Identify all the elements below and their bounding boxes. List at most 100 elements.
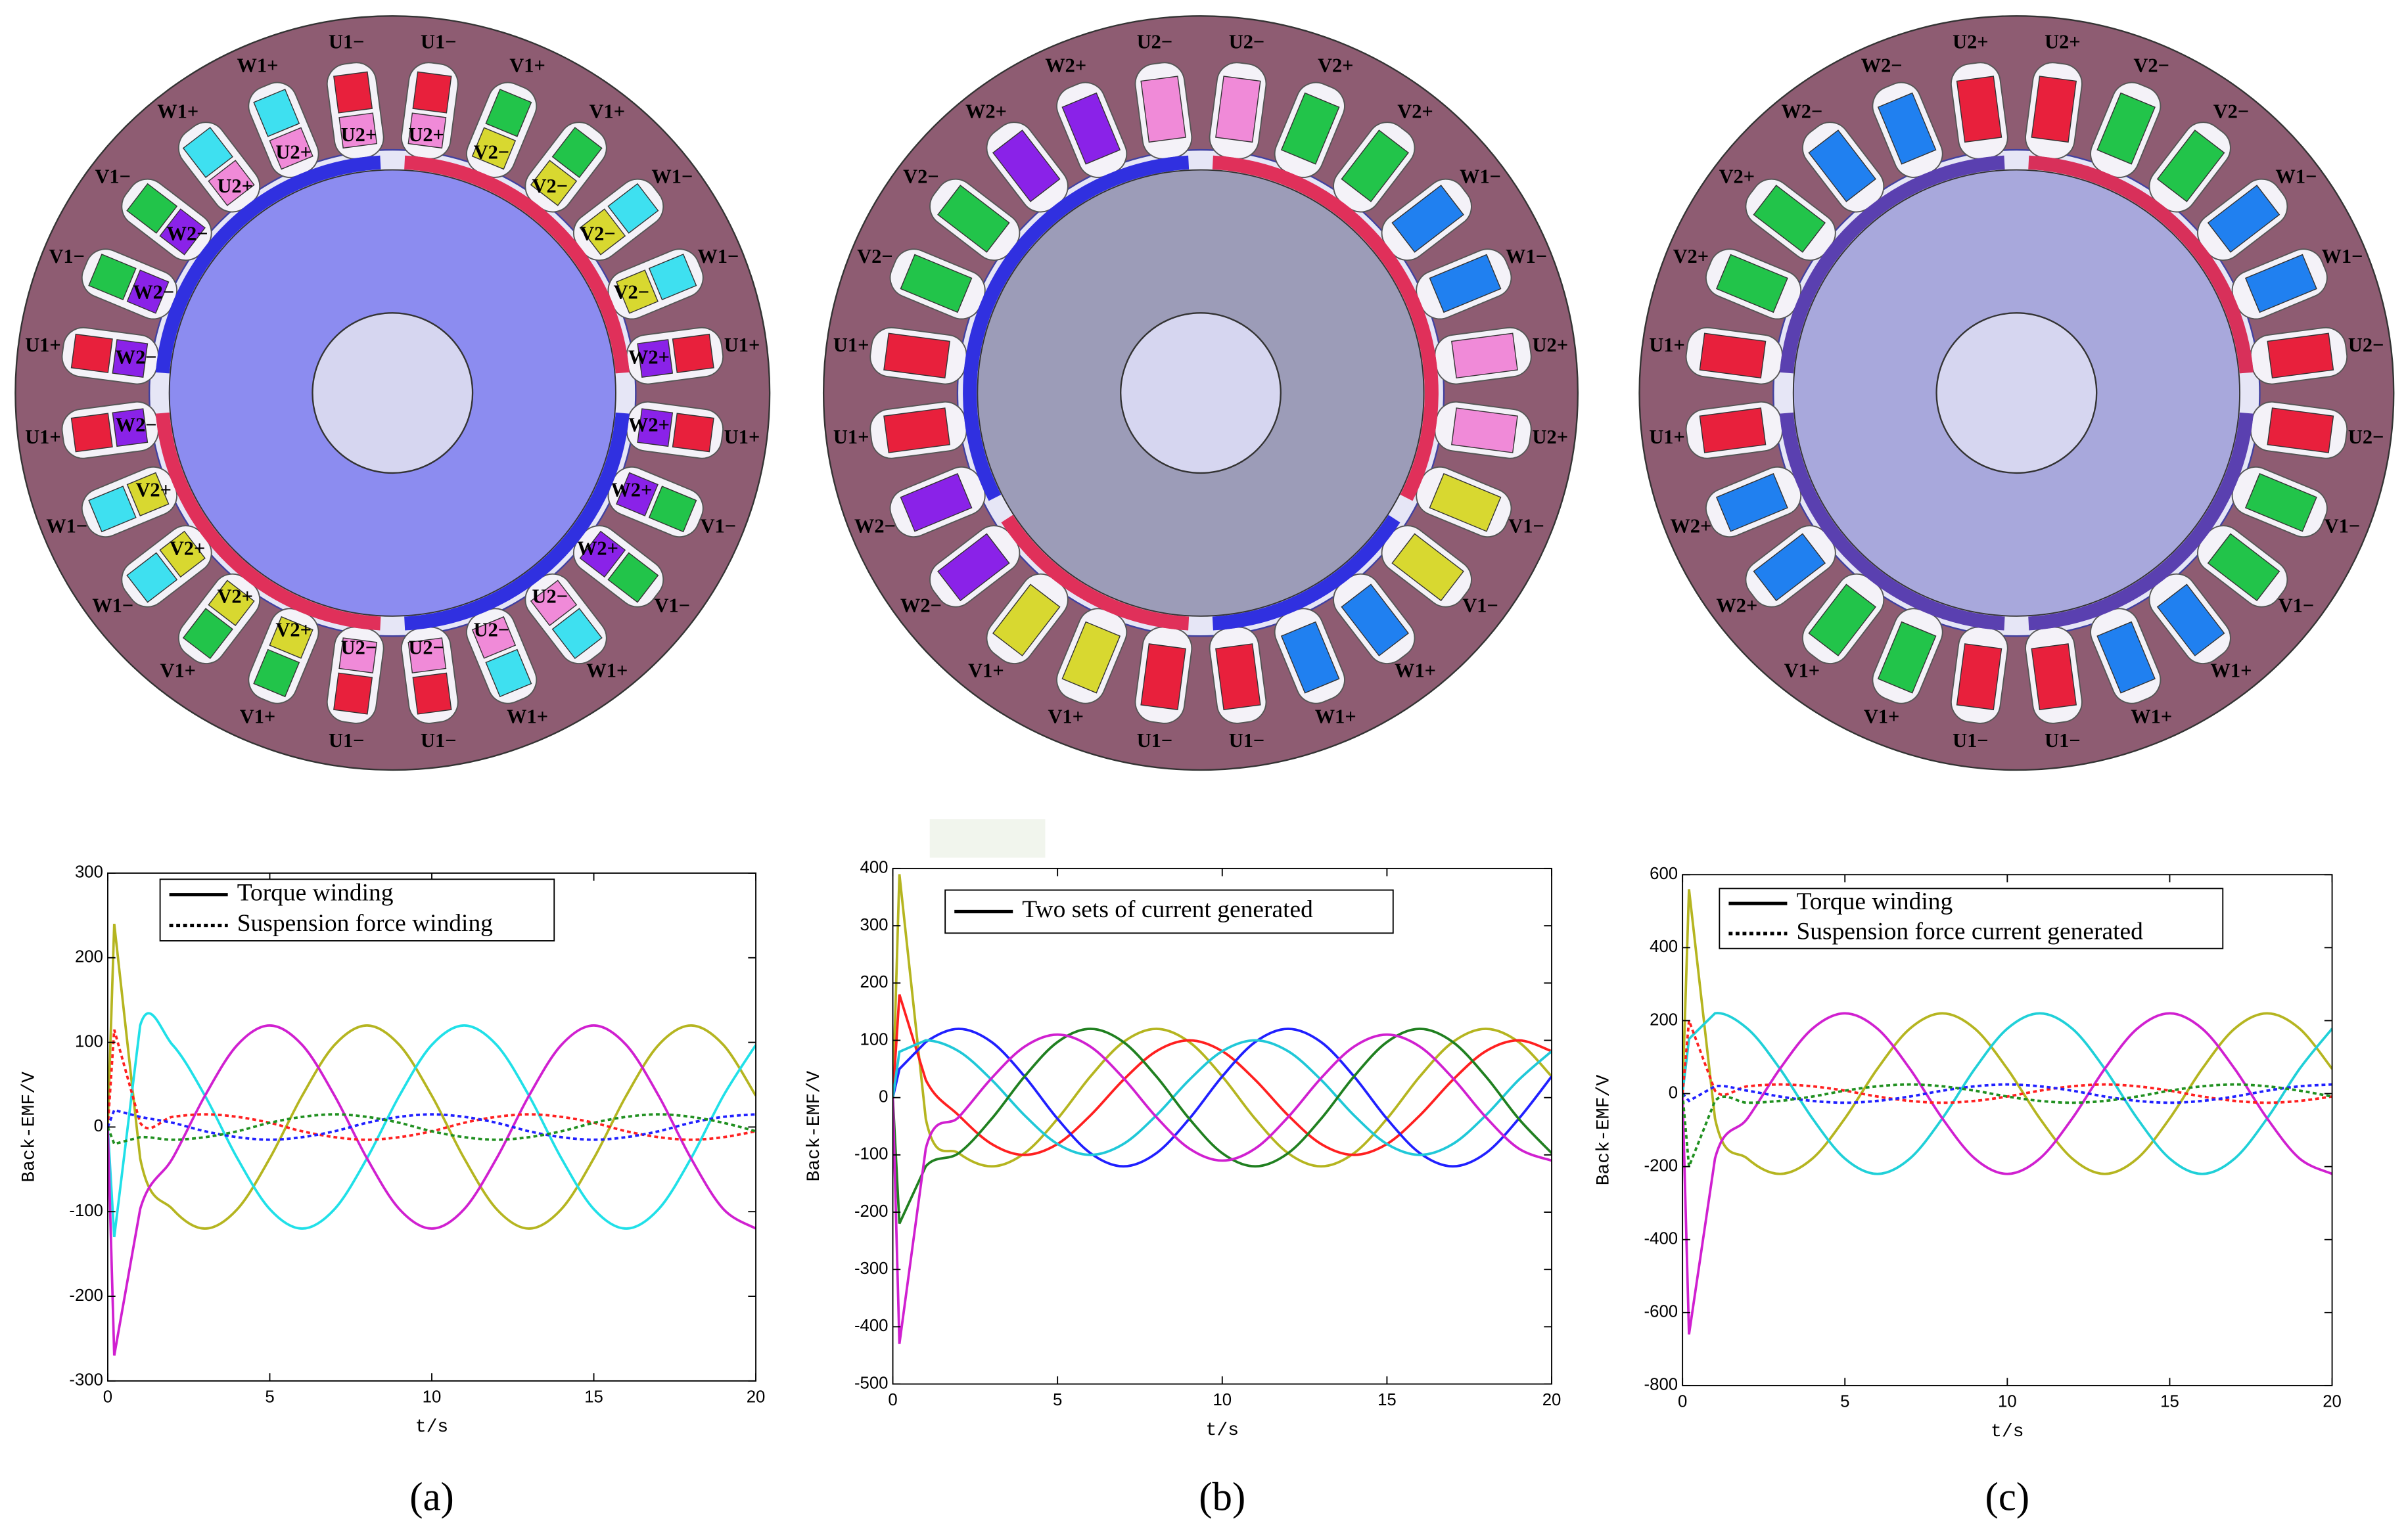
series-line: [107, 924, 756, 1230]
slot: [1745, 525, 1837, 608]
x-tick-label: 15: [584, 1388, 603, 1406]
coil: [269, 616, 313, 659]
coil: [126, 552, 178, 603]
series-line: [107, 1024, 756, 1356]
series-line: [892, 1028, 1552, 1168]
slot-label: V1−: [49, 245, 85, 267]
coil: [2156, 583, 2225, 657]
slot: [1801, 573, 1885, 665]
coil: [992, 583, 1061, 657]
slot: [622, 401, 724, 459]
magnet: [2028, 412, 2254, 631]
magnet: [1212, 514, 1400, 631]
slot-label: V1−: [701, 514, 737, 537]
coil: [2267, 332, 2334, 379]
x-axis-label: t/s: [1205, 1420, 1239, 1441]
coil: [126, 183, 178, 234]
slot-label: V2+: [1397, 101, 1433, 123]
slot-label: W1−: [2321, 245, 2363, 267]
y-tick-label: 600: [1650, 865, 1678, 883]
motor: U2+ V2− V2− W1− W1− U2− U2− V1− V1− W1+ W1+ U1− U1− V…: [1638, 15, 2395, 771]
inner-label: V2+: [135, 479, 172, 501]
coil: [579, 530, 626, 578]
coil: [2244, 254, 2317, 313]
coil: [992, 129, 1061, 202]
slot-label: V2+: [1318, 55, 1354, 77]
slot: [1685, 401, 1786, 459]
inner-label: W2−: [167, 223, 208, 245]
inner-label: V2+: [217, 585, 253, 607]
coil: [1215, 643, 1261, 710]
coil: [253, 648, 300, 698]
y-tick-label: 0: [879, 1087, 888, 1106]
legend-label: Suspension force current generated: [1796, 918, 2143, 945]
slot-label: W1+: [2210, 660, 2252, 682]
plot: [892, 874, 1552, 1344]
y-axis-label: Back-EMF/V: [1594, 1075, 1615, 1186]
y-tick-label: 200: [1650, 1010, 1678, 1029]
slot-label: W2+: [1045, 55, 1086, 77]
x-tick-label: 0: [1678, 1392, 1687, 1411]
coil: [88, 254, 137, 301]
coil: [1877, 92, 1937, 165]
slot-label: W2−: [1781, 101, 1822, 123]
magnet: [963, 155, 1190, 501]
slot: [1950, 623, 2008, 724]
slot-label: U1−: [1229, 729, 1265, 752]
slot-label: W1−: [2275, 166, 2317, 188]
series-line: [892, 1039, 1552, 1156]
coil: [88, 486, 137, 533]
coil: [338, 637, 378, 673]
x-tick-label: 10: [1213, 1391, 1232, 1409]
slot-label: V2−: [2133, 55, 2169, 77]
slot-label: V1−: [1462, 595, 1498, 617]
plot: [1682, 889, 2332, 1335]
magnet: [404, 412, 630, 631]
slot: [1333, 122, 1416, 213]
coil: [208, 160, 255, 206]
magnet: [404, 155, 630, 374]
slot-label: U2−: [1137, 30, 1173, 53]
x-tick-label: 5: [265, 1388, 274, 1406]
coil: [1715, 254, 1788, 313]
coil: [607, 183, 659, 234]
y-tick-label: -200: [1644, 1156, 1678, 1175]
coil: [182, 127, 233, 179]
slot-label: V1+: [240, 706, 276, 728]
slot-label: V1+: [160, 660, 196, 682]
slot-label: W1+: [507, 706, 548, 728]
series-line: [1682, 1083, 2332, 1167]
y-tick-label: -800: [1644, 1376, 1678, 1394]
coil: [333, 672, 373, 715]
slot: [2090, 81, 2162, 181]
coil: [2031, 643, 2077, 710]
slot-label: U2+: [1533, 334, 1569, 356]
coil: [333, 71, 373, 114]
slot: [1209, 62, 1267, 163]
y-tick-label: 100: [75, 1032, 103, 1051]
slot: [2196, 525, 2288, 608]
slot: [1801, 122, 1885, 213]
coil: [530, 160, 578, 206]
x-tick-label: 5: [1840, 1392, 1849, 1411]
shaft: [1120, 312, 1282, 474]
inner-label: U2+: [275, 141, 312, 164]
legend-box: [944, 889, 1394, 934]
coil: [2096, 92, 2156, 165]
slot: [1381, 525, 1472, 608]
slot: [81, 248, 180, 320]
caption: (c): [1985, 1476, 2030, 1520]
series-line: [107, 1108, 756, 1141]
slot-label: W1+: [237, 55, 279, 77]
slot: [2247, 327, 2348, 385]
series-line: [892, 1033, 1552, 1344]
coil: [1215, 76, 1261, 143]
x-tick-label: 5: [1053, 1391, 1062, 1409]
slot-label: W2+: [1670, 514, 1711, 537]
plot-area: [892, 868, 1552, 1384]
y-tick-label: 0: [94, 1117, 103, 1135]
coil: [1429, 254, 1502, 313]
x-tick-label: 10: [1998, 1392, 2017, 1411]
legend-label: Two sets of current generated: [1022, 896, 1313, 923]
coil: [338, 112, 378, 149]
